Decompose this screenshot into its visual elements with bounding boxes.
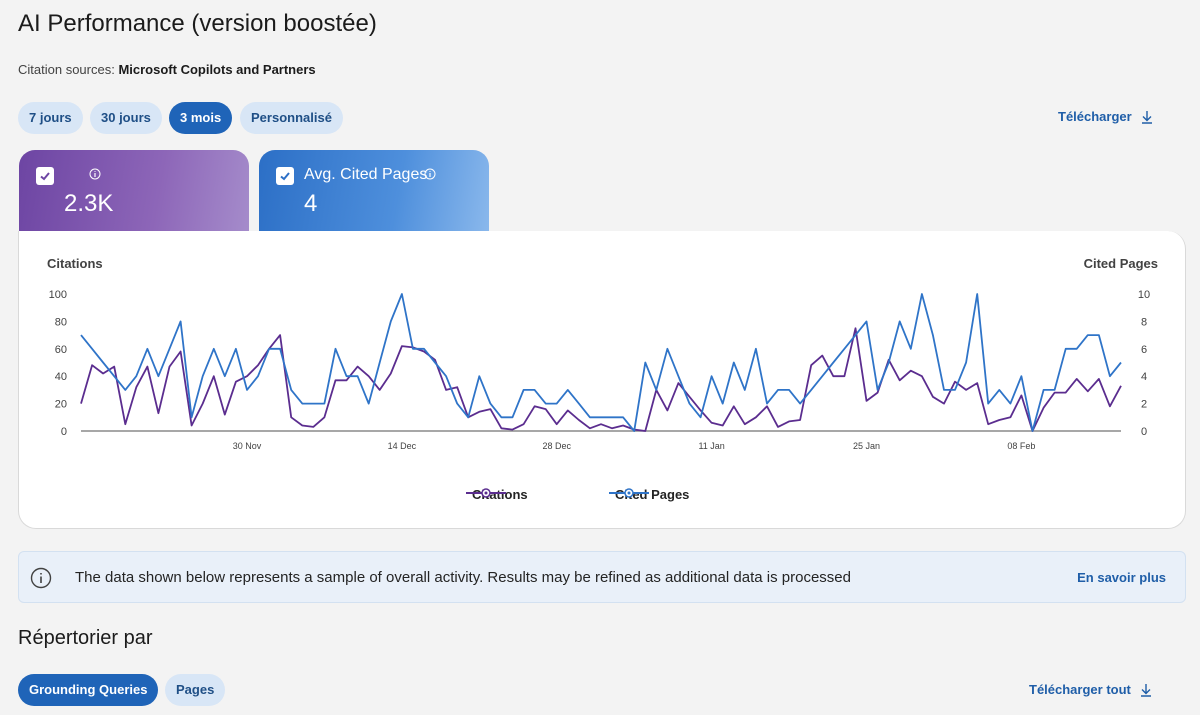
x-tick-label: 30 Nov [233,441,262,451]
section-title: Répertorier par [18,627,153,649]
learn-more-link[interactable]: En savoir plus [1077,570,1166,585]
y-right-tick-label: 10 [1138,289,1150,301]
metric-card-citations[interactable]: 2.3K [19,150,249,234]
cited-pages-checkbox[interactable] [276,167,294,185]
y-left-tick-label: 40 [55,371,67,383]
series-line-cited-pages [80,293,1122,432]
y-right-tick-label: 0 [1141,426,1147,438]
download-all-button[interactable]: Télécharger tout [1029,682,1153,697]
checkmark-icon [280,172,290,181]
download-label: Télécharger [1058,109,1132,124]
x-tick-label: 11 Jan [698,441,724,451]
range-tab-3-months[interactable]: 3 mois [169,102,233,134]
legend-item-cited-pages[interactable]: Cited Pages [609,487,689,502]
citation-sources-label: Citation sources: [18,62,115,77]
x-tick-label: 08 Feb [1007,441,1035,451]
info-icon[interactable] [89,168,101,180]
y-left-tick-label: 100 [49,289,67,301]
y-left-tick-label: 0 [61,426,67,438]
series-line-citations [80,327,1122,432]
download-all-label: Télécharger tout [1029,682,1131,697]
info-banner-message: The data shown below represents a sample… [75,569,851,586]
x-tick-label: 25 Jan [853,441,880,451]
right-axis-title: Cited Pages [1083,256,1158,271]
chart-card: Citations Cited Pages 100 80 60 40 20 0 10 8 6 4 2… [18,231,1186,529]
y-left-tick-label: 60 [55,344,67,356]
cited-pages-metric-value: 4 [304,190,318,217]
info-circle-icon [30,567,52,589]
citations-metric-value: 2.3K [64,190,114,217]
y-left-tick-label: 80 [55,316,67,328]
legend-cited-pages-label: Cited Pages [615,487,690,502]
citation-sources-value: Microsoft Copilots and Partners [118,62,316,77]
checkmark-icon [40,172,50,181]
legend-citations-icon [466,488,506,498]
range-tab-30-days[interactable]: 30 jours [90,102,162,134]
left-axis-title: Citations [47,256,103,271]
y-right-tick-label: 6 [1141,344,1147,356]
list-tab-pages[interactable]: Pages [165,674,226,706]
legend-cited-pages-icon [609,488,649,498]
list-tab-grounding-queries[interactable]: Grounding Queries [18,674,159,706]
citation-sources: Citation sources: Microsoft Copilots and… [18,62,316,77]
y-left-tick-label: 20 [55,399,67,411]
range-tab-custom[interactable]: Personnalisé [240,102,343,134]
page-title: AI Performance (version boostée) [18,10,377,37]
range-tab-7-days[interactable]: 7 jours [18,102,83,134]
citations-checkbox[interactable] [36,167,54,185]
y-right-tick-label: 8 [1141,316,1147,328]
cited-pages-metric-label: Avg. Cited Pages [304,166,428,183]
x-tick-label: 28 Dec [542,441,571,451]
y-right-tick-label: 4 [1141,371,1147,383]
download-icon [1141,110,1152,124]
info-icon[interactable] [424,168,436,180]
x-tick-label: 14 Dec [388,441,417,451]
info-banner: The data shown below represents a sample… [18,551,1186,603]
download-icon [1140,683,1151,697]
metric-card-cited-pages[interactable]: Avg. Cited Pages 4 [259,150,489,234]
download-button[interactable]: Télécharger [1058,109,1154,124]
legend-item-citations[interactable]: Citations [466,487,528,502]
y-right-tick-label: 2 [1141,399,1147,411]
